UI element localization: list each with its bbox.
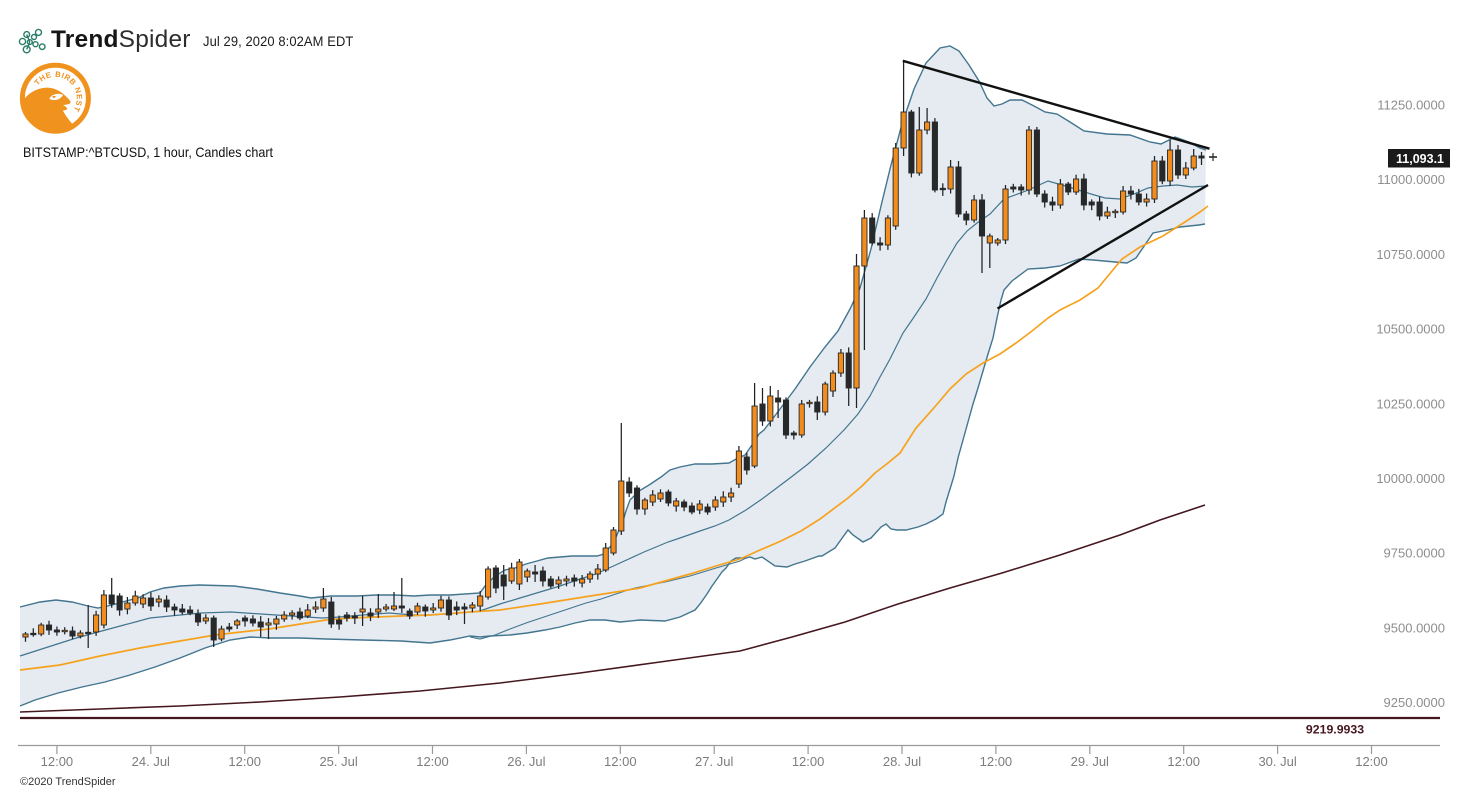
svg-text:12:00: 12:00: [604, 754, 637, 769]
svg-text:11,093.1: 11,093.1: [1396, 152, 1444, 166]
svg-text:10250.0000: 10250.0000: [1376, 396, 1445, 411]
svg-text:12:00: 12:00: [980, 754, 1013, 769]
svg-text:29. Jul: 29. Jul: [1071, 754, 1109, 769]
svg-text:9219.9933: 9219.9933: [1306, 723, 1364, 737]
svg-text:25. Jul: 25. Jul: [319, 754, 357, 769]
svg-text:12:00: 12:00: [1167, 754, 1200, 769]
svg-text:30. Jul: 30. Jul: [1258, 754, 1296, 769]
svg-text:12:00: 12:00: [792, 754, 825, 769]
svg-text:24. Jul: 24. Jul: [132, 754, 170, 769]
svg-text:12:00: 12:00: [1355, 754, 1388, 769]
svg-text:9250.0000: 9250.0000: [1384, 695, 1445, 710]
svg-text:11000.0000: 11000.0000: [1377, 172, 1445, 187]
svg-text:12:00: 12:00: [41, 754, 74, 769]
svg-text:9500.0000: 9500.0000: [1384, 620, 1445, 635]
svg-text:28. Jul: 28. Jul: [883, 754, 921, 769]
svg-text:10000.0000: 10000.0000: [1376, 471, 1445, 486]
svg-text:12:00: 12:00: [416, 754, 449, 769]
svg-text:11250.0000: 11250.0000: [1377, 98, 1445, 113]
svg-text:10500.0000: 10500.0000: [1376, 322, 1445, 337]
svg-text:12:00: 12:00: [228, 754, 261, 769]
svg-text:26. Jul: 26. Jul: [507, 754, 545, 769]
svg-text:10750.0000: 10750.0000: [1376, 247, 1445, 262]
svg-text:27. Jul: 27. Jul: [695, 754, 733, 769]
svg-text:9750.0000: 9750.0000: [1384, 546, 1445, 561]
